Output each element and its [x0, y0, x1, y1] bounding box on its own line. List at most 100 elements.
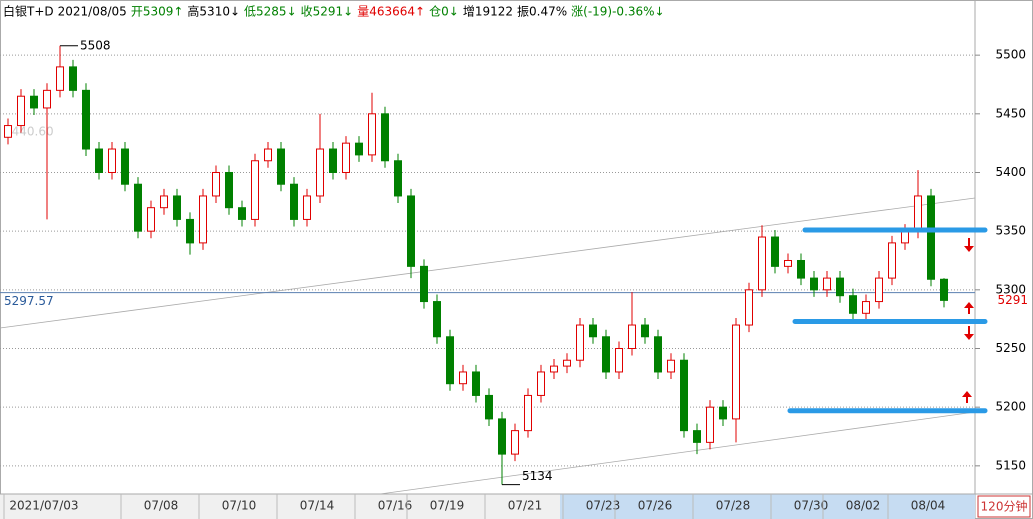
candle-body	[654, 336, 662, 373]
candle-body	[576, 324, 584, 361]
ref-price-label: 5297.57	[4, 294, 54, 308]
candle-body	[160, 195, 168, 209]
candle-body	[602, 336, 610, 373]
x-tick-label: 07/19	[430, 499, 465, 513]
y-tick-label: 5350	[995, 224, 1026, 238]
candle-body	[407, 195, 415, 267]
candle-body	[225, 171, 233, 209]
x-tick-label: 07/23	[586, 499, 621, 513]
candle-body	[420, 265, 428, 303]
candle-body	[888, 242, 896, 279]
header-item: 2021/08/05	[58, 5, 127, 19]
candle-body	[485, 394, 493, 420]
header-item: 收5291↓	[301, 5, 354, 19]
candle-body	[290, 183, 298, 220]
candle-body	[82, 89, 90, 150]
y-tick-label: 5450	[995, 106, 1026, 120]
x-tick-label: 07/21	[508, 499, 543, 513]
candle-body	[173, 195, 181, 220]
candle-body	[4, 125, 12, 138]
candle-body	[524, 394, 532, 432]
header-item: 增19122	[463, 5, 513, 19]
candle-body	[186, 218, 194, 244]
candle-body	[303, 195, 311, 220]
x-tick-label: 2021/07/03	[9, 499, 78, 513]
trend-line	[0, 197, 976, 329]
candle-body	[797, 259, 805, 279]
candle-body	[810, 277, 818, 291]
header-item: 仓0↓	[429, 5, 459, 19]
candle-body	[589, 324, 597, 338]
trend-line	[379, 411, 976, 495]
low-label: 5134	[522, 469, 553, 483]
header-item: 低5285↓	[244, 5, 297, 19]
candle-body	[927, 195, 935, 280]
candle-body	[381, 113, 389, 162]
candle-body	[875, 277, 883, 303]
candle-body	[641, 324, 649, 338]
candle-body	[329, 148, 337, 173]
header-item: 开5309↑	[131, 5, 184, 19]
candle-body	[849, 295, 857, 314]
y-tick-label: 5250	[995, 341, 1026, 355]
candle-body	[914, 195, 922, 232]
candle-body	[355, 142, 363, 156]
candle-body	[615, 347, 623, 373]
header-item: 量463664↑	[357, 5, 425, 19]
header-item: 涨(-19)-0.36%↓	[571, 4, 664, 19]
y-tick-label: 5300	[995, 282, 1026, 296]
candle-body	[394, 160, 402, 197]
candle-body	[43, 89, 51, 109]
x-tick-label: 07/26	[638, 499, 673, 513]
candle-body	[56, 66, 64, 91]
candle-body	[342, 142, 350, 173]
candle-body	[758, 236, 766, 291]
candle-body	[17, 95, 25, 127]
candle-body	[836, 277, 844, 297]
candle-body	[563, 359, 571, 367]
candle-body	[134, 183, 142, 232]
candle-body	[472, 371, 480, 396]
faint-label: 5440.60	[4, 125, 54, 139]
candle-body	[719, 406, 727, 420]
x-tick-label: 07/16	[378, 499, 413, 513]
candle-body	[368, 113, 376, 156]
y-tick-label: 5200	[995, 400, 1026, 414]
high-label: 5508	[80, 38, 111, 52]
candle-body	[121, 148, 129, 185]
candle-body	[95, 148, 103, 173]
candle-body	[316, 148, 324, 197]
candle-body	[69, 66, 77, 91]
candle-body	[264, 148, 272, 162]
candle-body	[732, 324, 740, 420]
candle-body	[251, 160, 259, 220]
arrows	[962, 238, 974, 403]
candle-body	[745, 289, 753, 326]
candle-body	[784, 259, 792, 267]
header-item: 白银T+D	[3, 4, 54, 19]
candle-body	[628, 324, 636, 349]
x-tick-label: 07/08	[144, 499, 179, 513]
candle-body	[667, 359, 675, 373]
candle-body	[199, 195, 207, 244]
period-box	[977, 495, 1031, 518]
x-tick-label: 08/04	[911, 499, 946, 513]
header-item: 高5310↓	[187, 4, 240, 19]
candle-body	[498, 418, 506, 455]
x-tick-label: 07/28	[716, 499, 751, 513]
candle-body	[550, 365, 558, 373]
candle-body	[433, 301, 441, 338]
candle-body	[277, 148, 285, 185]
x-tick-label: 08/02	[846, 499, 881, 513]
y-tick-label: 5400	[995, 165, 1026, 179]
x-tick-label: 07/14	[300, 499, 335, 513]
candle-body	[680, 359, 688, 432]
candle-body	[212, 171, 220, 197]
candle-body	[108, 148, 116, 173]
period-label: 120分钟	[981, 499, 1028, 514]
x-tick-label: 07/10	[222, 499, 257, 513]
last-price-label: 5291	[997, 293, 1028, 307]
candle-body	[901, 230, 909, 244]
candle-body	[693, 430, 701, 443]
